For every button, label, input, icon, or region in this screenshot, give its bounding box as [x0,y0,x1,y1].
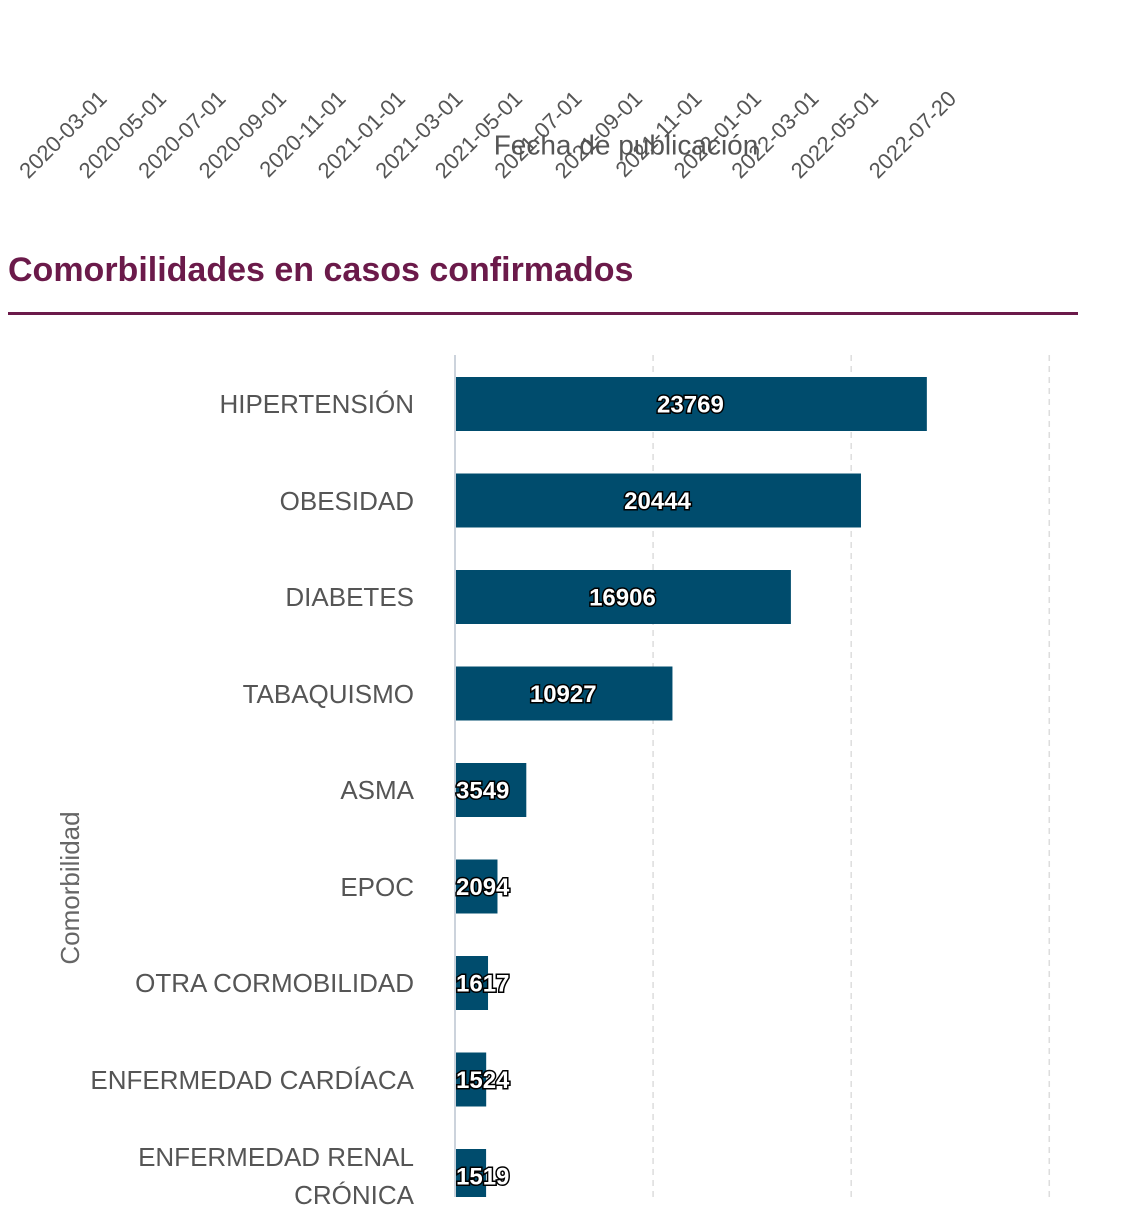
category-label: OBESIDAD [279,485,414,516]
bar [456,763,527,817]
value-label: 16906 [589,584,656,611]
section-title: Comorbilidades en casos confirmados [8,251,633,289]
category-label: ENFERMEDAD RENAL CRÓNICA [138,1142,414,1210]
value-label: 1524 [456,1067,510,1094]
category-label: HIPERTENSIÓN [219,389,414,419]
x-axis-label: Fecha de publicación [494,129,759,160]
category-label: TABAQUISMO [242,678,414,709]
category-label: DIABETES [285,582,414,612]
bar [456,956,489,1010]
bar [456,1052,487,1107]
category-label: ASMA [340,775,414,805]
value-label: 1519 [456,1163,509,1190]
value-label: 1617 [456,970,509,997]
bar [456,859,498,914]
category-label: ENFERMEDAD CARDÍACA [90,1064,414,1095]
value-label: 23769 [657,391,724,418]
bar [456,666,673,721]
bar [456,473,861,528]
bar [456,570,791,624]
value-label: 10927 [530,681,597,708]
bar [456,377,927,431]
title-underline [8,312,1078,315]
category-label: OTRA CORMOBILIDAD [135,968,414,998]
value-label: 20444 [624,488,691,515]
value-label: 3549 [456,777,509,804]
category-label: EPOC [340,871,414,902]
y-axis-label: Comorbilidad [55,811,85,964]
value-label: 2094 [456,874,510,901]
bar [456,1149,487,1197]
